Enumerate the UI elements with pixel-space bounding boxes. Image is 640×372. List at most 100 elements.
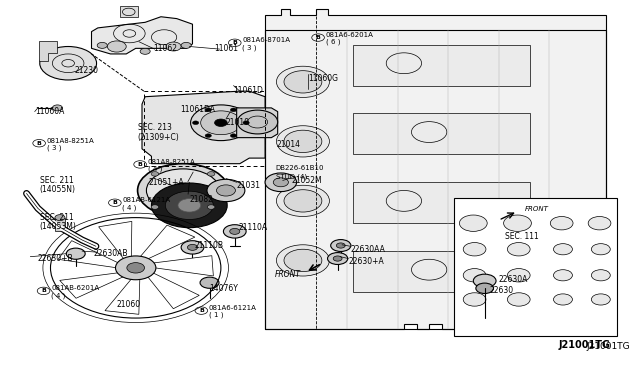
Text: 21052M: 21052M [292, 176, 322, 185]
Text: 22630+B: 22630+B [38, 254, 74, 263]
Polygon shape [99, 221, 132, 259]
Text: 21014: 21014 [276, 140, 300, 149]
Text: 11060G: 11060G [308, 74, 338, 83]
Circle shape [140, 48, 150, 54]
Text: 22630+A: 22630+A [348, 257, 384, 266]
Circle shape [67, 248, 85, 259]
Polygon shape [55, 218, 65, 231]
Polygon shape [60, 273, 124, 298]
Text: 081A6-6121A
( 1 ): 081A6-6121A ( 1 ) [209, 305, 257, 318]
Circle shape [265, 173, 296, 192]
Text: 11061D: 11061D [234, 86, 264, 94]
Circle shape [276, 126, 330, 157]
Circle shape [127, 263, 145, 273]
Circle shape [331, 240, 351, 251]
Circle shape [554, 270, 572, 281]
Circle shape [588, 217, 611, 230]
Polygon shape [58, 241, 118, 268]
Circle shape [463, 243, 486, 256]
Text: B: B [316, 35, 321, 40]
Circle shape [201, 111, 241, 135]
Circle shape [115, 256, 156, 280]
Circle shape [151, 205, 159, 209]
Circle shape [147, 169, 220, 212]
Circle shape [97, 42, 108, 48]
Circle shape [178, 199, 201, 212]
Circle shape [463, 293, 486, 306]
Circle shape [276, 185, 330, 217]
Text: 22630AA: 22630AA [350, 245, 385, 254]
Text: 11062: 11062 [153, 44, 177, 53]
Text: 081A8-8251A
( 4 ): 081A8-8251A ( 4 ) [148, 159, 195, 172]
Circle shape [460, 215, 487, 231]
Circle shape [554, 294, 572, 305]
Circle shape [166, 42, 181, 51]
Bar [353, 113, 530, 154]
Circle shape [230, 108, 237, 112]
Circle shape [284, 190, 322, 212]
Text: 22630: 22630 [489, 286, 513, 295]
Circle shape [188, 244, 198, 250]
Circle shape [223, 225, 246, 238]
Text: 22630AB: 22630AB [93, 249, 128, 258]
Text: J21001TG: J21001TG [559, 340, 611, 350]
Text: B: B [199, 308, 204, 313]
Circle shape [463, 269, 486, 282]
Text: (21309+C): (21309+C) [138, 133, 179, 142]
Text: 14076Y: 14076Y [209, 284, 238, 293]
Circle shape [152, 183, 227, 228]
Polygon shape [105, 279, 140, 314]
Circle shape [276, 66, 330, 97]
Circle shape [276, 245, 330, 276]
Circle shape [474, 274, 496, 288]
Text: J21001TG: J21001TG [587, 342, 630, 351]
Text: FRONT: FRONT [525, 206, 549, 212]
Text: B: B [232, 40, 237, 45]
Circle shape [284, 130, 322, 153]
Circle shape [205, 134, 211, 138]
Circle shape [170, 183, 196, 198]
Text: STUD (4): STUD (4) [276, 173, 307, 180]
Text: 21010: 21010 [226, 118, 250, 127]
Circle shape [243, 121, 250, 125]
Circle shape [181, 241, 204, 254]
Text: 21230: 21230 [74, 66, 99, 75]
Text: B: B [41, 288, 46, 294]
Circle shape [554, 244, 572, 255]
Text: B: B [138, 162, 143, 167]
Text: 081A8-8251A
( 3 ): 081A8-8251A ( 3 ) [47, 138, 95, 151]
Bar [353, 251, 530, 292]
Circle shape [333, 256, 342, 261]
Circle shape [193, 121, 199, 125]
Circle shape [284, 249, 322, 272]
Text: 21060: 21060 [116, 300, 141, 309]
Circle shape [165, 191, 213, 219]
Circle shape [591, 244, 611, 255]
Polygon shape [140, 225, 195, 259]
Circle shape [284, 71, 322, 93]
Text: DB226-61B10: DB226-61B10 [276, 165, 324, 171]
Circle shape [476, 283, 493, 294]
Polygon shape [148, 273, 199, 309]
Circle shape [591, 294, 611, 305]
Text: SEC. 211: SEC. 211 [40, 213, 74, 222]
Circle shape [237, 110, 278, 134]
Circle shape [508, 269, 530, 282]
Text: SEC. 213: SEC. 213 [138, 123, 172, 132]
Circle shape [205, 108, 211, 112]
Text: 11060A: 11060A [35, 107, 64, 116]
Text: (14055N): (14055N) [40, 185, 76, 194]
Polygon shape [153, 256, 213, 276]
Circle shape [550, 217, 573, 230]
Text: 11061DA: 11061DA [180, 105, 216, 114]
Circle shape [207, 171, 215, 176]
Bar [353, 45, 530, 86]
Text: 081A6-8701A
( 3 ): 081A6-8701A ( 3 ) [243, 37, 291, 51]
Circle shape [181, 42, 191, 48]
Text: B: B [113, 200, 117, 205]
Circle shape [207, 179, 245, 202]
Text: 21051+A: 21051+A [149, 178, 184, 187]
Polygon shape [92, 17, 193, 54]
Circle shape [273, 178, 289, 187]
Text: 081A6-6201A
( 6 ): 081A6-6201A ( 6 ) [326, 32, 374, 45]
